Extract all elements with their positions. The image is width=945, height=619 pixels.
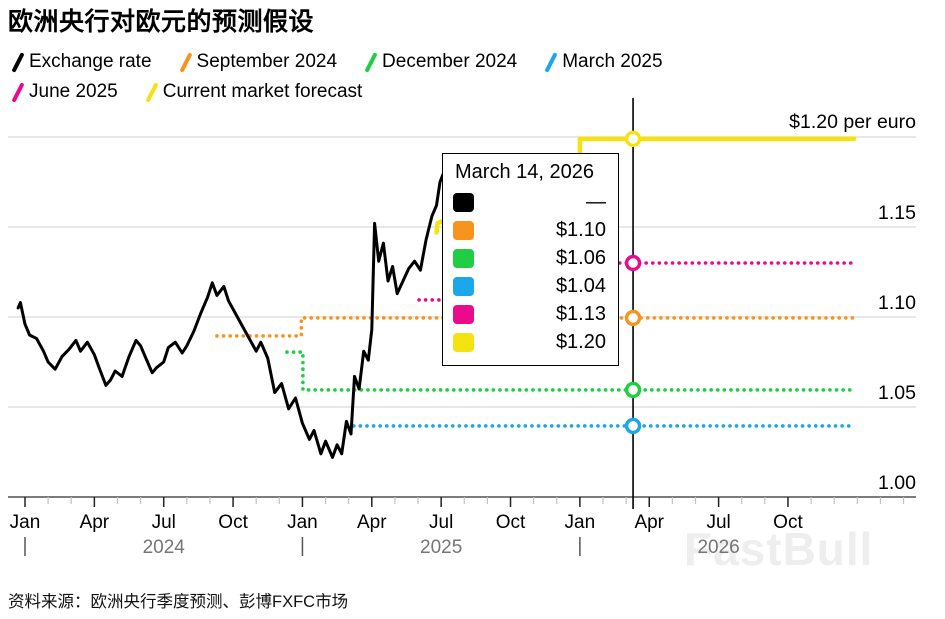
legend-item-december-2024[interactable]: December 2024 [361, 51, 517, 73]
tooltip-value: — [586, 190, 606, 213]
tooltip-value: $1.06 [555, 246, 606, 269]
legend-label: September 2024 [196, 51, 338, 72]
x-axis-label: Jan [287, 512, 318, 533]
september-2024-swatch [453, 220, 474, 240]
legend-label: June 2025 [29, 81, 118, 102]
legend-row-2: June 2025 Current market forecast [8, 77, 687, 107]
tooltip-value: $1.04 [555, 274, 606, 297]
march-2025-slash-icon [544, 51, 558, 73]
legend-label: March 2025 [562, 51, 663, 72]
legend: Exchange rate September 2024 December 20… [8, 47, 687, 107]
hover-marker-march-2025 [624, 417, 642, 435]
source-note: 资料来源：欧洲央行季度预测、彭博FXFC市场 [8, 593, 349, 611]
hover-marker-june-2025 [624, 254, 642, 272]
hover-marker-current-market-forecast [624, 130, 642, 148]
june-2025-slash-icon [11, 81, 25, 103]
tooltip-date: March 14, 2026 [455, 161, 594, 183]
tooltip-row-december-2024: $1.06 [453, 244, 606, 272]
legend-item-exchange-rate[interactable]: Exchange rate [8, 51, 152, 73]
x-axis-label: Oct [496, 512, 526, 533]
legend-label: Current market forecast [162, 81, 363, 102]
december-2024-slash-icon [364, 51, 378, 73]
legend-row-1: Exchange rate September 2024 December 20… [8, 47, 687, 77]
tooltip-value: $1.13 [555, 302, 606, 325]
page-title: 欧洲央行对欧元的预测假设 [8, 8, 315, 36]
x-axis-label: Apr [357, 512, 387, 533]
legend-label: December 2024 [382, 51, 518, 72]
hover-marker-september-2024 [624, 309, 642, 327]
y-axis-top-label: $1.20 per euro [789, 111, 916, 133]
december-2024-swatch [453, 248, 474, 268]
x-axis-label: Jul [152, 512, 176, 533]
y-axis-label: 1.05 [878, 382, 916, 404]
x-axis-label: Jan [565, 512, 596, 533]
march-2025-swatch [453, 276, 474, 296]
tooltip-row-exchange-rate: — [453, 188, 606, 216]
current-market-forecast-slash-icon [145, 81, 159, 103]
watermark: FastBull [684, 523, 874, 575]
y-axis-label: 1.15 [878, 202, 916, 224]
tooltip-value: $1.10 [555, 218, 606, 241]
hover-marker-december-2024 [624, 381, 642, 399]
legend-item-current-market-forecast[interactable]: Current market forecast [142, 81, 363, 103]
year-label: 2025 [420, 537, 462, 558]
tooltip-row-september-2024: $1.10 [453, 216, 606, 244]
x-axis-label: Apr [80, 512, 110, 533]
june-2025-swatch [453, 304, 474, 324]
exchange-rate-swatch [453, 192, 474, 212]
legend-item-june-2025[interactable]: June 2025 [8, 81, 118, 103]
series-line-exchange-rate [16, 169, 446, 459]
september-2024-slash-icon [178, 51, 193, 73]
tooltip-row-june-2025: $1.13 [453, 300, 606, 328]
chart-tooltip: March 14, 2026 — $1.10 $1.06 $1.04 $1.13… [442, 153, 619, 366]
tooltip-row-current-market-forecast: $1.20 [453, 328, 606, 356]
legend-label: Exchange rate [29, 51, 152, 72]
x-axis-label: Apr [634, 512, 664, 533]
tooltip-value: $1.20 [555, 330, 606, 353]
x-axis-label: Jan [10, 512, 41, 533]
y-axis-label: 1.10 [878, 292, 916, 314]
current-market-forecast-swatch [453, 332, 474, 352]
x-axis-label: Jul [429, 512, 453, 533]
x-axis-label: Oct [218, 512, 248, 533]
y-axis-label: 1.00 [878, 472, 916, 494]
year-label: 2024 [143, 537, 186, 558]
legend-item-september-2024[interactable]: September 2024 [176, 51, 338, 73]
exchange-rate-slash-icon [11, 51, 25, 73]
tooltip-row-march-2025: $1.04 [453, 272, 606, 300]
legend-item-march-2025[interactable]: March 2025 [541, 51, 663, 73]
